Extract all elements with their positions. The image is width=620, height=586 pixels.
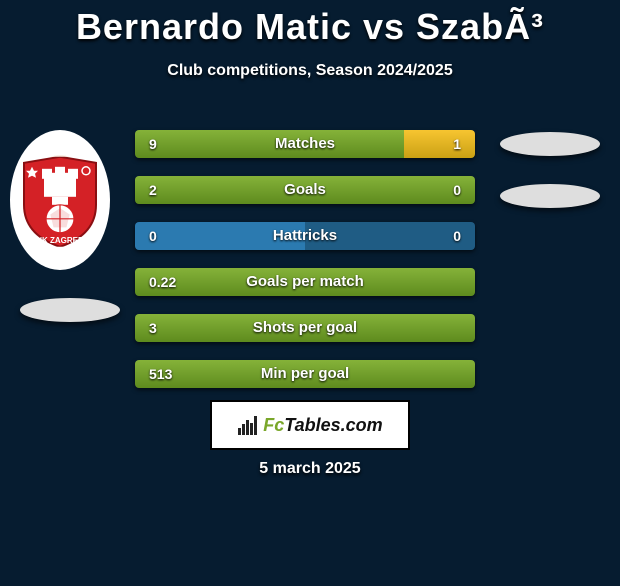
stat-row: Hattricks0 0 — [135, 222, 475, 250]
stat-value-left: 0 — [149, 222, 157, 250]
stat-value-left: 0.22 — [149, 268, 176, 296]
stat-label: Hattricks — [135, 222, 475, 250]
stat-label: Goals per match — [135, 268, 475, 296]
page-title: Bernardo Matic vs SzabÃ³ — [0, 6, 620, 48]
stat-value-left: 513 — [149, 360, 172, 388]
stat-row: Matches9 1 — [135, 130, 475, 158]
brand-bars-icon — [237, 414, 259, 436]
stat-label: Matches — [135, 130, 475, 158]
stat-row: Shots per goal3 — [135, 314, 475, 342]
stat-value-left: 2 — [149, 176, 157, 204]
stat-bars: Matches91Goals20Hattricks00Goals per mat… — [135, 130, 475, 406]
brand-text: FcTables.com — [263, 415, 382, 436]
stat-value-right: 0 — [453, 222, 461, 250]
stat-row: Min per goal513 — [135, 360, 475, 388]
date-label: 5 march 2025 — [0, 460, 620, 478]
stat-value-left: 9 — [149, 130, 157, 158]
stat-label: Min per goal — [135, 360, 475, 388]
brand-box: FcTables.com — [210, 400, 410, 450]
svg-text:NK ZAGREB: NK ZAGREB — [36, 236, 84, 245]
stat-row: Goals2 0 — [135, 176, 475, 204]
stat-label: Goals — [135, 176, 475, 204]
stat-row: Goals per match0.22 — [135, 268, 475, 296]
stat-label: Shots per goal — [135, 314, 475, 342]
subtitle: Club competitions, Season 2024/2025 — [0, 62, 620, 80]
stat-value-right: 1 — [453, 130, 461, 158]
stat-value-right: 0 — [453, 176, 461, 204]
player1-avatar: NK ZAGREB — [10, 130, 110, 270]
player2-name-placeholder — [500, 184, 600, 208]
stat-value-left: 3 — [149, 314, 157, 342]
player1-name-placeholder — [20, 298, 120, 322]
brand-fc: Fc — [263, 415, 284, 435]
player2-avatar-placeholder — [500, 132, 600, 156]
club-crest-icon: NK ZAGREB — [22, 157, 98, 247]
brand-rest: Tables.com — [284, 415, 382, 435]
